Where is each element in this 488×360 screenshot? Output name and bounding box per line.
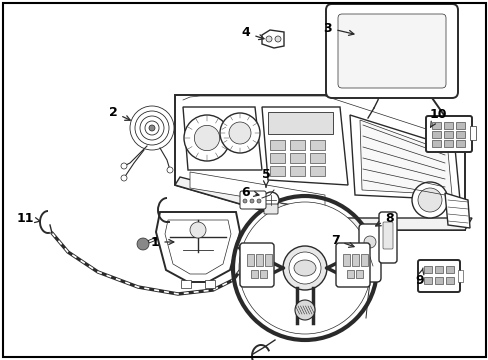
Bar xyxy=(423,277,431,284)
Bar xyxy=(289,140,305,150)
Circle shape xyxy=(249,199,253,203)
Text: 9: 9 xyxy=(415,268,424,287)
Bar xyxy=(289,166,305,176)
Bar xyxy=(269,166,285,176)
Circle shape xyxy=(137,238,149,250)
Circle shape xyxy=(149,125,155,131)
FancyBboxPatch shape xyxy=(425,116,471,152)
Circle shape xyxy=(411,182,447,218)
Bar xyxy=(256,254,263,266)
Polygon shape xyxy=(190,172,325,210)
Ellipse shape xyxy=(293,260,315,276)
Bar xyxy=(455,140,464,147)
Polygon shape xyxy=(349,115,459,200)
Polygon shape xyxy=(262,107,347,185)
Bar xyxy=(289,153,305,163)
Circle shape xyxy=(167,167,173,173)
Polygon shape xyxy=(262,30,284,48)
Polygon shape xyxy=(175,177,471,230)
Text: 11: 11 xyxy=(16,211,40,225)
FancyBboxPatch shape xyxy=(382,222,392,249)
Bar xyxy=(434,277,442,284)
Bar xyxy=(309,166,325,176)
Bar xyxy=(443,140,452,147)
Polygon shape xyxy=(444,193,469,228)
Polygon shape xyxy=(183,107,262,170)
Bar xyxy=(457,270,462,282)
FancyBboxPatch shape xyxy=(378,212,396,263)
Text: 5: 5 xyxy=(261,168,270,187)
Bar xyxy=(342,254,349,266)
Text: 2: 2 xyxy=(108,105,130,120)
Bar xyxy=(204,280,215,288)
Circle shape xyxy=(183,115,229,161)
FancyBboxPatch shape xyxy=(417,260,459,292)
Bar xyxy=(455,122,464,129)
Bar xyxy=(469,126,475,140)
Bar xyxy=(445,277,453,284)
Bar xyxy=(269,140,285,150)
Circle shape xyxy=(121,163,127,169)
Bar xyxy=(431,122,440,129)
Bar xyxy=(181,280,191,288)
Bar xyxy=(250,270,258,278)
Circle shape xyxy=(274,36,281,42)
Text: 8: 8 xyxy=(375,211,393,226)
Bar xyxy=(309,153,325,163)
Circle shape xyxy=(190,222,205,238)
FancyBboxPatch shape xyxy=(358,224,380,282)
Bar xyxy=(431,140,440,147)
Bar xyxy=(260,270,266,278)
Bar xyxy=(455,131,464,138)
FancyBboxPatch shape xyxy=(240,191,265,209)
Bar xyxy=(267,112,332,134)
Bar xyxy=(309,140,325,150)
Circle shape xyxy=(294,300,314,320)
FancyBboxPatch shape xyxy=(240,243,273,287)
Circle shape xyxy=(243,199,246,203)
Circle shape xyxy=(363,236,375,248)
Bar xyxy=(360,254,367,266)
Text: 6: 6 xyxy=(241,185,259,198)
Text: 4: 4 xyxy=(241,27,264,40)
Bar xyxy=(351,254,358,266)
Bar xyxy=(443,131,452,138)
Bar xyxy=(264,254,271,266)
Circle shape xyxy=(121,175,127,181)
Bar xyxy=(434,266,442,273)
Text: 10: 10 xyxy=(428,108,446,127)
Polygon shape xyxy=(156,212,240,282)
Circle shape xyxy=(417,188,441,212)
Circle shape xyxy=(283,246,326,290)
FancyBboxPatch shape xyxy=(335,243,369,287)
Bar xyxy=(423,266,431,273)
Circle shape xyxy=(257,199,261,203)
Bar xyxy=(246,254,253,266)
Bar xyxy=(269,153,285,163)
FancyBboxPatch shape xyxy=(264,204,278,214)
FancyBboxPatch shape xyxy=(337,14,445,88)
Bar xyxy=(431,131,440,138)
Circle shape xyxy=(288,252,320,284)
Polygon shape xyxy=(175,95,464,230)
Text: 7: 7 xyxy=(330,234,353,247)
Bar xyxy=(443,122,452,129)
Circle shape xyxy=(239,202,370,334)
Bar xyxy=(445,266,453,273)
Text: 1: 1 xyxy=(150,235,173,248)
Circle shape xyxy=(194,125,219,150)
FancyBboxPatch shape xyxy=(325,4,457,98)
Polygon shape xyxy=(359,120,451,195)
Circle shape xyxy=(265,36,271,42)
Text: 3: 3 xyxy=(323,22,353,35)
Bar xyxy=(355,270,362,278)
Bar xyxy=(346,270,353,278)
Circle shape xyxy=(228,122,250,144)
Circle shape xyxy=(263,192,279,208)
Circle shape xyxy=(220,113,260,153)
